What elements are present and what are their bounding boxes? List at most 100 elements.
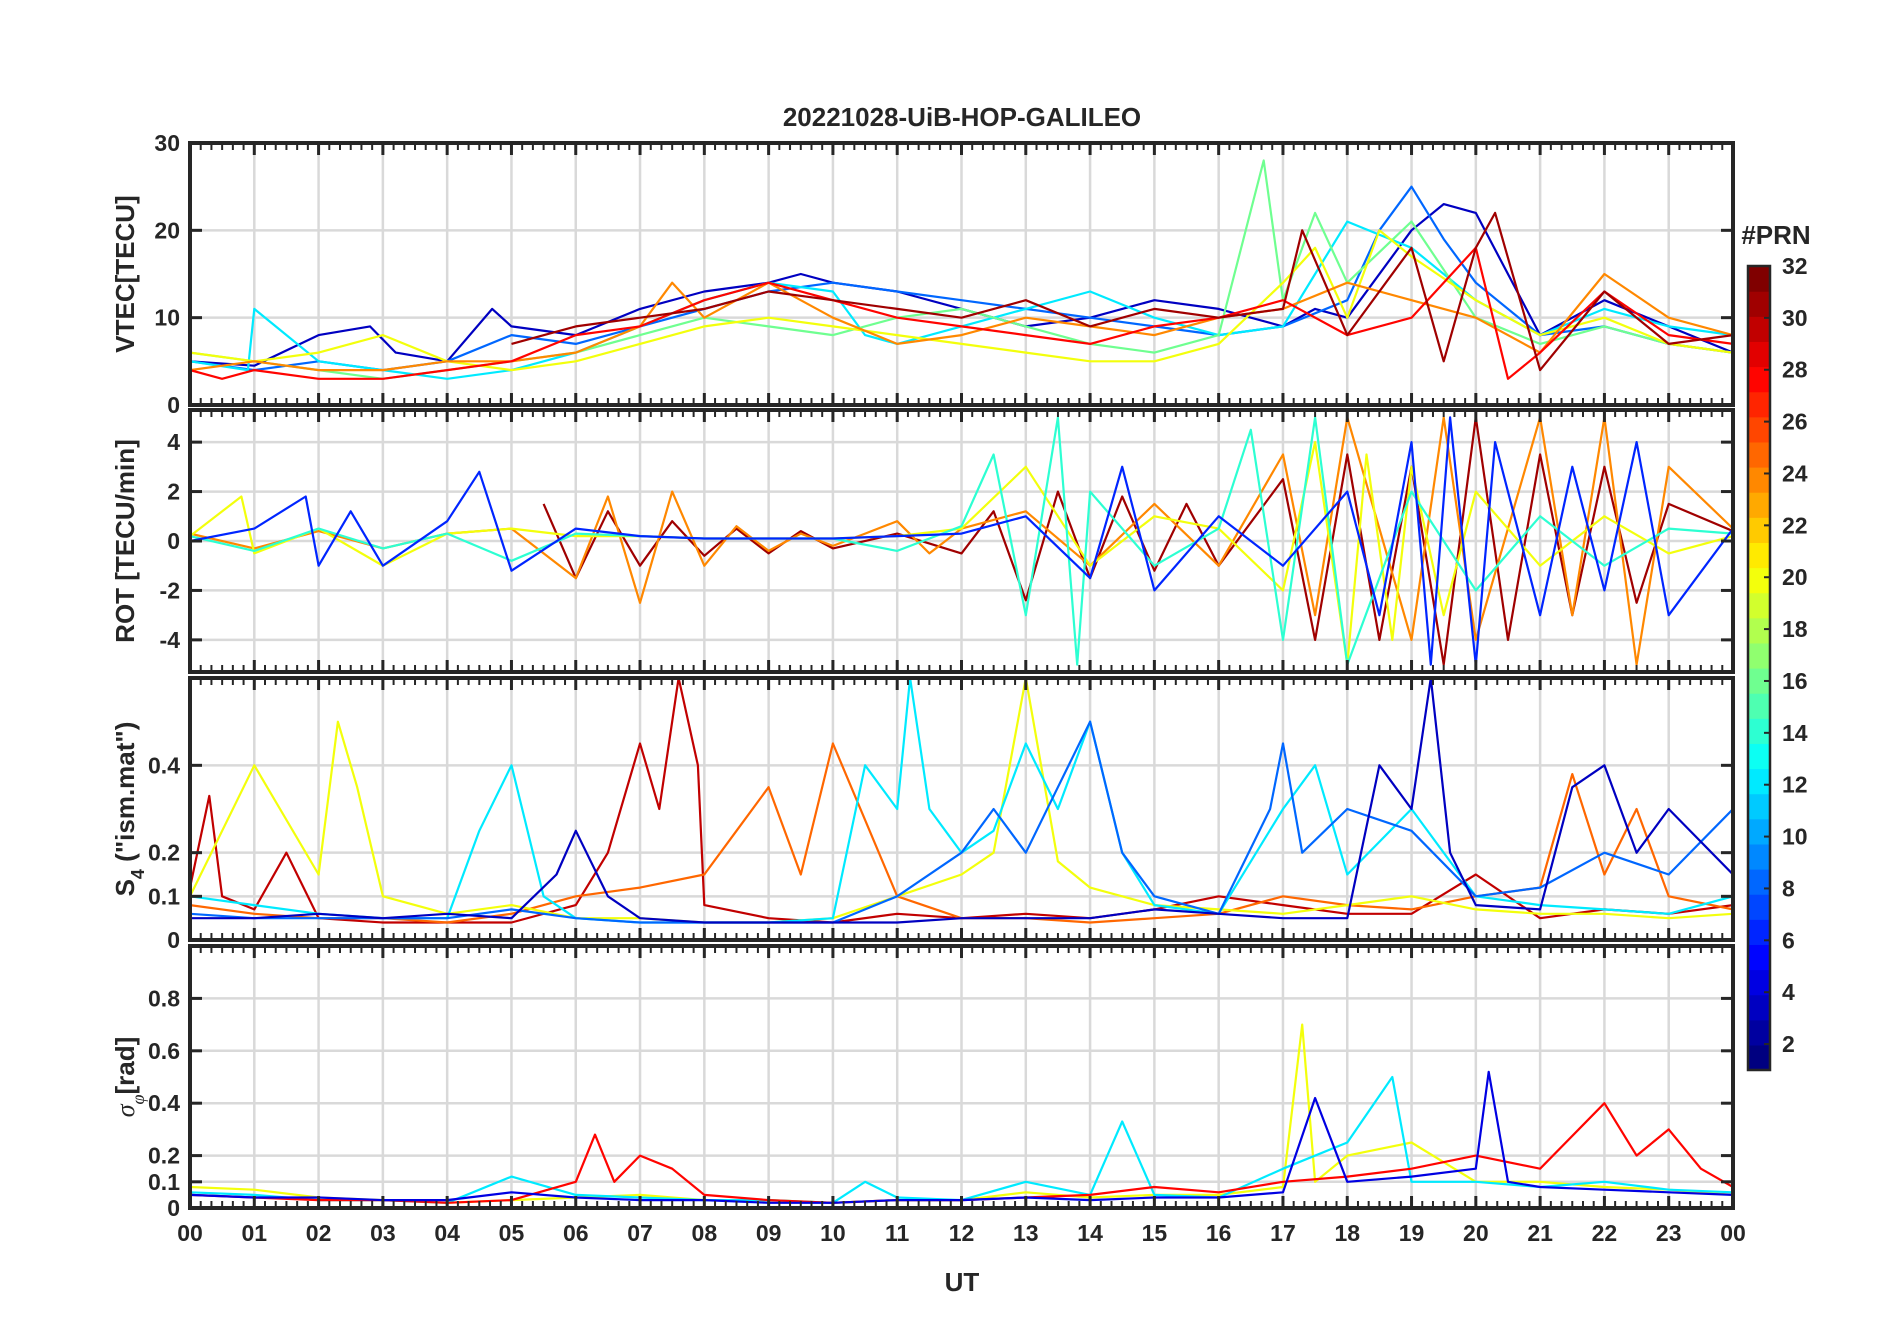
x-tick-label: 23 xyxy=(1656,1220,1682,1246)
colorbar-swatch xyxy=(1748,869,1770,895)
colorbar-swatch xyxy=(1748,517,1770,543)
x-tick-label: 08 xyxy=(692,1220,718,1246)
colorbar-swatch xyxy=(1748,291,1770,317)
y-axis-label: S4 ("ism.mat") xyxy=(110,722,148,897)
series-line-prn-20 xyxy=(190,441,1733,666)
x-tick-label: 07 xyxy=(627,1220,653,1246)
colorbar-title: #PRN xyxy=(1741,220,1810,250)
series-line-prn-12 xyxy=(190,678,1733,924)
x-tick-label: 05 xyxy=(499,1220,525,1246)
colorbar-tick-label: 30 xyxy=(1782,305,1808,331)
x-tick-label: 01 xyxy=(241,1220,267,1246)
colorbar-swatch xyxy=(1748,467,1770,493)
colorbar-swatch xyxy=(1748,843,1770,870)
y-tick-label: 0.2 xyxy=(148,1143,180,1169)
x-tick-label: 18 xyxy=(1334,1220,1360,1246)
y-tick-label: 0.8 xyxy=(148,985,180,1011)
y-tick-label: -4 xyxy=(160,627,181,653)
series-line-prn-6 xyxy=(190,416,1733,666)
colorbar-tick-label: 10 xyxy=(1782,824,1808,850)
colorbar-swatch xyxy=(1748,416,1770,443)
colorbar-swatch xyxy=(1748,994,1770,1021)
colorbar-tick-label: 26 xyxy=(1782,409,1808,435)
colorbar-swatch xyxy=(1748,567,1770,594)
panel-vtec: 0 10 20 30 VTEC[TECU] xyxy=(110,130,1735,418)
colorbar-tick-label: 24 xyxy=(1782,460,1808,486)
colorbar-swatch xyxy=(1748,668,1770,694)
x-tick-label: 11 xyxy=(885,1220,910,1246)
colorbar-swatch xyxy=(1748,1019,1770,1046)
colorbar-frame xyxy=(1746,264,1772,1072)
y-tick-label: 0 xyxy=(167,392,180,418)
series-group xyxy=(190,678,1733,924)
series-line-prn-20 xyxy=(190,678,1733,924)
x-tick-label: 03 xyxy=(370,1220,396,1246)
colorbar-swatch xyxy=(1748,316,1770,342)
series-line-prn-31 xyxy=(511,211,1733,372)
y-axis-label: ROT [TECU/min] xyxy=(110,439,140,643)
colorbar-swatch xyxy=(1748,969,1770,996)
y-tick-label: -2 xyxy=(160,577,180,603)
colorbar-tick-label: 22 xyxy=(1782,512,1808,538)
y-tick-label: 0 xyxy=(167,927,180,953)
x-tick-label: 12 xyxy=(949,1220,975,1246)
colorbar-tick-label: 12 xyxy=(1782,772,1808,798)
x-tick-label: 02 xyxy=(306,1220,332,1246)
x-tick-label: 10 xyxy=(820,1220,846,1246)
series-line-prn-28 xyxy=(190,246,1733,380)
panel-sigma-phi: 00.10.2 0.4 0.6 0.8σφ[rad] xyxy=(110,944,1735,1221)
axes-frame xyxy=(188,676,1735,942)
y-tick-label: 0 xyxy=(167,1195,180,1221)
x-axis-label: UT xyxy=(945,1267,980,1297)
series-line-prn-24 xyxy=(190,272,1733,372)
axes-frame xyxy=(188,408,1735,674)
colorbar-swatch xyxy=(1748,693,1770,719)
colorbar-swatch xyxy=(1748,391,1770,418)
series-line-prn-8 xyxy=(190,720,1733,924)
series-group xyxy=(190,416,1733,666)
x-tick-label: 04 xyxy=(434,1220,460,1246)
x-tick-label: 16 xyxy=(1206,1220,1232,1246)
colorbar-tick-label: 2 xyxy=(1782,1031,1795,1057)
colorbar-swatch xyxy=(1748,266,1770,292)
x-tick-label: 19 xyxy=(1399,1220,1425,1246)
y-tick-label: 10 xyxy=(154,305,180,331)
colorbar-swatch xyxy=(1748,768,1770,795)
series-line-prn-20 xyxy=(190,229,1733,372)
colorbar-swatch xyxy=(1748,341,1770,368)
x-tick-label: 09 xyxy=(756,1220,782,1246)
y-tick-label: 0.1 xyxy=(148,883,180,909)
axes-frame xyxy=(188,141,1735,407)
x-tick-label: 06 xyxy=(563,1220,589,1246)
panel-s4: 0 0.1 0.2 0.4S4 ("ism.mat") xyxy=(110,676,1735,953)
x-tick-label: 14 xyxy=(1077,1220,1103,1246)
y-axis-label: σφ[rad] xyxy=(110,1037,148,1118)
colorbar-swatch xyxy=(1748,1044,1770,1071)
colorbar-swatch xyxy=(1748,542,1770,569)
x-tick-label: 00 xyxy=(1720,1220,1746,1246)
x-tick-label: 13 xyxy=(1013,1220,1039,1246)
colorbar-swatch xyxy=(1748,642,1770,669)
colorbar-tick-label: 20 xyxy=(1782,564,1808,590)
x-tick-label: 21 xyxy=(1527,1220,1553,1246)
y-tick-label: 20 xyxy=(154,217,180,243)
series-line-prn-3 xyxy=(190,678,1733,924)
colorbar-tick-label: 32 xyxy=(1782,253,1808,279)
y-tick-label: 0.4 xyxy=(148,1090,180,1116)
y-tick-label: 0.4 xyxy=(148,752,180,778)
y-tick-label: 0.1 xyxy=(148,1169,180,1195)
colorbar-swatch xyxy=(1748,617,1770,644)
colorbar-tick-label: 14 xyxy=(1782,720,1808,746)
y-tick-label: 0 xyxy=(167,528,180,554)
x-tick-label: 15 xyxy=(1142,1220,1168,1246)
colorbar-tick-label: 8 xyxy=(1782,875,1795,901)
colorbar-swatch xyxy=(1748,894,1770,920)
colorbar-swatch xyxy=(1748,718,1770,744)
colorbar-swatch xyxy=(1748,793,1770,820)
y-tick-label: 30 xyxy=(154,130,180,156)
series-line-prn-14 xyxy=(190,416,1733,666)
axes-frame xyxy=(188,944,1735,1210)
